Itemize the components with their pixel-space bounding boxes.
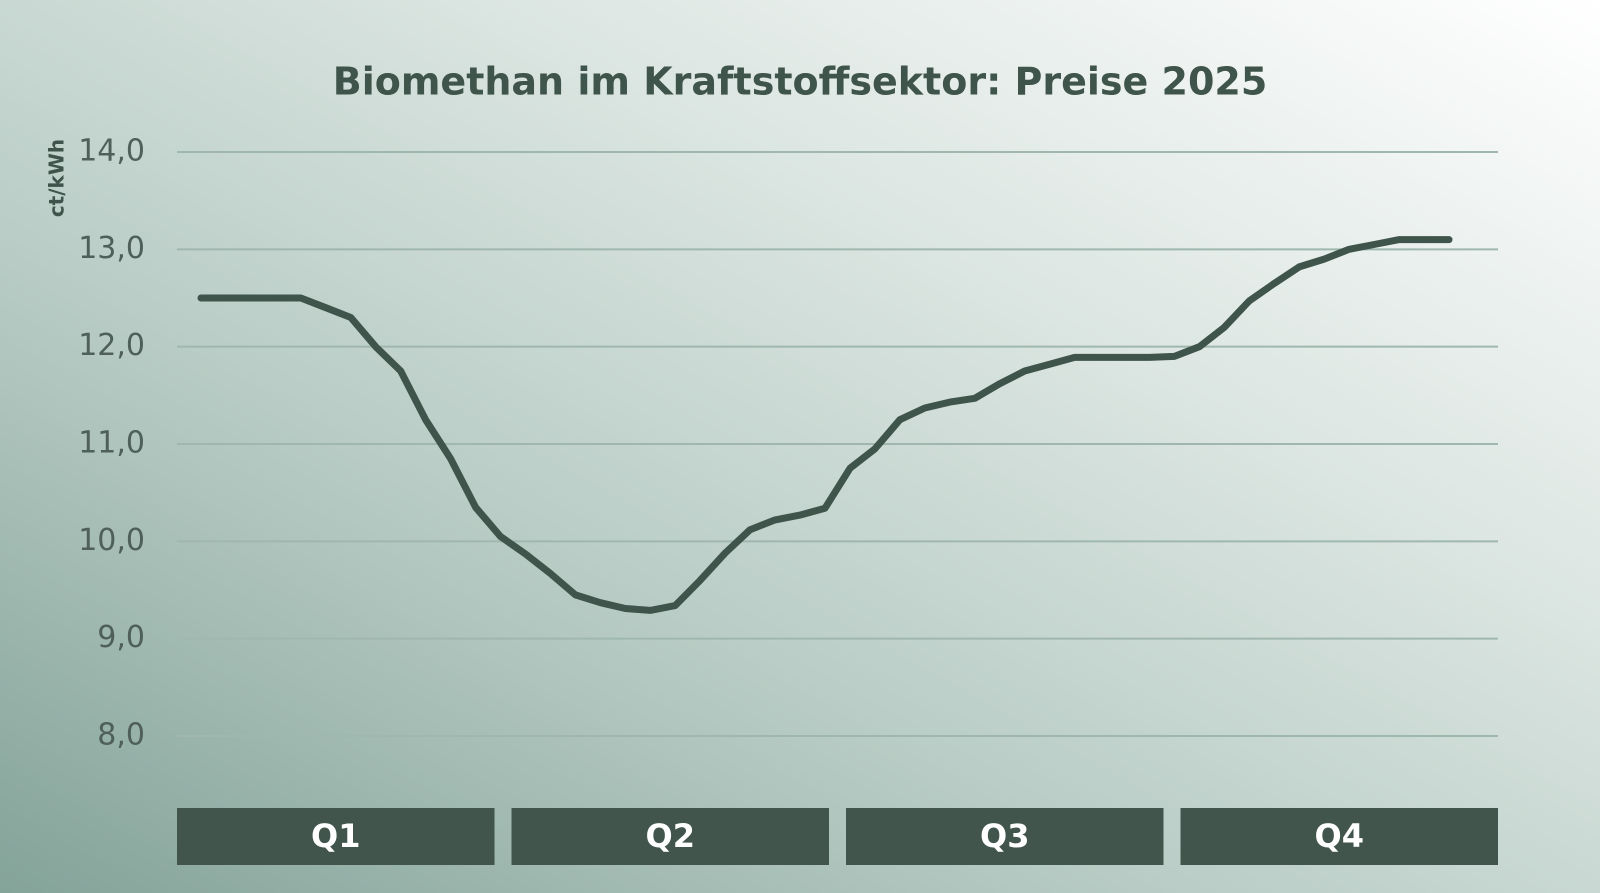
x-tick-label: Q3	[980, 817, 1029, 855]
line	[197, 236, 1453, 614]
y-tick-label: 12,0	[78, 328, 145, 363]
x-tick-label: Q2	[646, 817, 695, 855]
chart-title: Biomethan im Kraftstoffsektor: Preise 20…	[333, 60, 1268, 104]
y-tick-label: 9,0	[97, 620, 145, 655]
x-tick-label: Q1	[311, 817, 360, 855]
y-tick-label: 8,0	[97, 718, 145, 753]
quarter-band	[1180, 808, 1498, 865]
y-tick-label: 11,0	[78, 426, 145, 461]
y-axis-label: ct/kWh	[45, 139, 69, 217]
y-tick-label: 14,0	[78, 134, 145, 169]
x-tick-label: Q4	[1315, 817, 1364, 855]
quarter-band	[846, 808, 1164, 865]
y-tick-label: 10,0	[78, 523, 145, 558]
quarter-band	[511, 808, 829, 865]
quarter-band	[177, 808, 495, 865]
y-tick-label: 13,0	[78, 231, 145, 266]
